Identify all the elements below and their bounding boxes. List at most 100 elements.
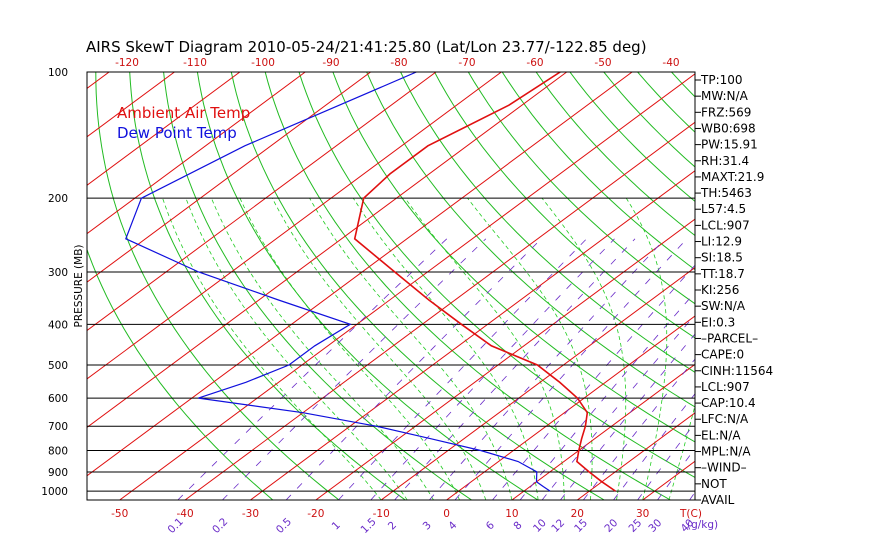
mixing-ratio-tick-label: 4	[446, 519, 459, 532]
dewpoint-profile-line	[125, 72, 551, 492]
sounding-profiles	[125, 72, 616, 492]
mixing-ratio-line	[454, 238, 688, 500]
bottom-temp-tick-label: -50	[111, 508, 128, 520]
mixing-ratio-tick-label: 20	[602, 517, 620, 535]
pressure-tick-label: 300	[48, 267, 68, 279]
moist-adiabat-line	[239, 198, 460, 500]
mixing-ratio-unit-label: (g/kg)	[687, 519, 718, 531]
pressure-tick-label: 600	[48, 393, 68, 405]
top-temp-tick-label: -110	[183, 57, 207, 69]
index-label: TP:100	[700, 73, 743, 87]
dry-adiabat-line	[87, 248, 274, 500]
top-temp-tick-label: -70	[458, 57, 475, 69]
isotherm-line	[839, 72, 870, 500]
chart-title: AIRS SkewT Diagram 2010-05-24/21:41:25.8…	[86, 38, 647, 56]
legend-entry: Dew Point Temp	[117, 124, 237, 142]
top-temp-tick-label: -50	[594, 57, 611, 69]
dry-adiabat-line	[366, 72, 695, 408]
index-label: MW:N/A	[701, 89, 749, 103]
mixing-ratio-line	[657, 447, 695, 500]
stability-indices: TP:100 MW:N/A FRZ:569 WB0:698 PW:15.91 RH:31.…	[695, 73, 773, 507]
dry-adiabat-line	[603, 72, 695, 168]
index-label: FRZ:569	[701, 105, 751, 119]
mixing-ratio-line	[429, 238, 666, 500]
index-label: TH:5463	[700, 186, 752, 200]
index-label: MPL:N/A	[701, 445, 751, 459]
mixing-ratio-tick-label: 1	[330, 519, 343, 532]
mixing-ratio-line	[637, 422, 695, 500]
isotherm-line	[446, 315, 695, 500]
isotherm-line	[87, 72, 437, 332]
pressure-tick-label: 200	[48, 193, 68, 205]
top-temp-tick-label: -120	[115, 57, 139, 69]
dry-adiabat-line	[535, 72, 695, 237]
bottom-temp-tick-label: 0	[443, 508, 450, 520]
mixing-ratio-tick-label: 0.5	[274, 516, 294, 536]
top-temp-tick-label: -90	[322, 57, 339, 69]
index-label: EI:0.3	[701, 315, 735, 329]
mixing-ratio-tick-label: 3	[421, 519, 434, 532]
index-label: LFC:N/A	[701, 412, 749, 426]
bottom-temp-tick-label: -40	[176, 508, 193, 520]
mixing-ratio-tick-label: 0.2	[210, 516, 230, 536]
index-label: RH:31.4	[701, 154, 749, 168]
dry-adiabat-line	[400, 72, 695, 373]
index-label: L57:4.5	[701, 202, 746, 216]
dry-adiabat-line	[739, 72, 870, 500]
mixing-ratio-line	[285, 238, 542, 500]
top-temp-tick-label: -80	[390, 57, 407, 69]
isotherm-line	[87, 72, 110, 89]
bottom-temp-tick-label: 20	[571, 508, 584, 520]
index-label: CAPE:0	[701, 348, 744, 362]
pressure-tick-label: 900	[48, 467, 68, 479]
isotherm-line	[0, 72, 44, 500]
dry-adiabat-line	[637, 72, 695, 133]
index-label: EL:N/A	[701, 428, 741, 442]
top-temp-tick-label: -40	[662, 57, 679, 69]
index-label: KI:256	[701, 283, 739, 297]
temperature-profile-line	[353, 72, 616, 492]
top-temp-tick-label: -60	[526, 57, 543, 69]
mixing-ratio-line	[370, 238, 615, 500]
pressure-tick-label: 1000	[41, 486, 68, 498]
moist-adiabat-line	[162, 198, 382, 500]
bottom-temp-tick-label: -20	[307, 508, 324, 520]
index-label: CAP:10.4	[701, 396, 756, 410]
isotherm-line	[87, 72, 371, 283]
mixing-ratio-line	[613, 393, 695, 500]
mixing-ratio-line	[492, 264, 695, 500]
dry-adiabat-line	[434, 72, 695, 339]
bottom-temp-tick-label: 10	[505, 508, 518, 520]
top-temp-tick-label: -100	[251, 57, 275, 69]
index-label: SW:N/A	[701, 299, 746, 313]
dry-adiabat-line	[841, 72, 870, 500]
isotherm-line	[87, 72, 502, 380]
dry-adiabat-line	[807, 72, 870, 500]
moist-adiabat-line	[352, 197, 539, 500]
index-label: –WIND–	[701, 461, 747, 475]
isotherm-line	[87, 72, 241, 186]
isotherm-line	[119, 73, 695, 500]
mixing-ratio-tick-label: 10	[531, 517, 549, 535]
isotherm-line	[87, 72, 568, 428]
skewt-grid	[0, 72, 870, 500]
moist-adiabat-line	[185, 198, 408, 500]
dry-adiabat-line	[264, 72, 671, 500]
moist-adiabat-line	[404, 197, 565, 500]
dry-adiabat-line	[129, 72, 406, 500]
dry-adiabat-line	[298, 72, 695, 478]
dry-adiabat-line	[501, 72, 695, 271]
isotherm-line	[511, 363, 695, 500]
moist-adiabat-line	[271, 198, 487, 500]
dry-adiabat-line	[196, 72, 539, 500]
dry-adiabat-line	[773, 72, 870, 500]
index-label: LI:12.9	[701, 235, 742, 249]
bottom-temp-tick-label: -10	[373, 508, 390, 520]
isotherm-line	[577, 412, 695, 500]
mixing-ratio-line	[222, 238, 487, 500]
legend-entry: Ambient Air Temp	[117, 104, 250, 122]
index-label: WB0:698	[701, 121, 756, 135]
index-label: TT:18.7	[700, 267, 745, 281]
pressure-tick-label: 500	[48, 360, 68, 372]
